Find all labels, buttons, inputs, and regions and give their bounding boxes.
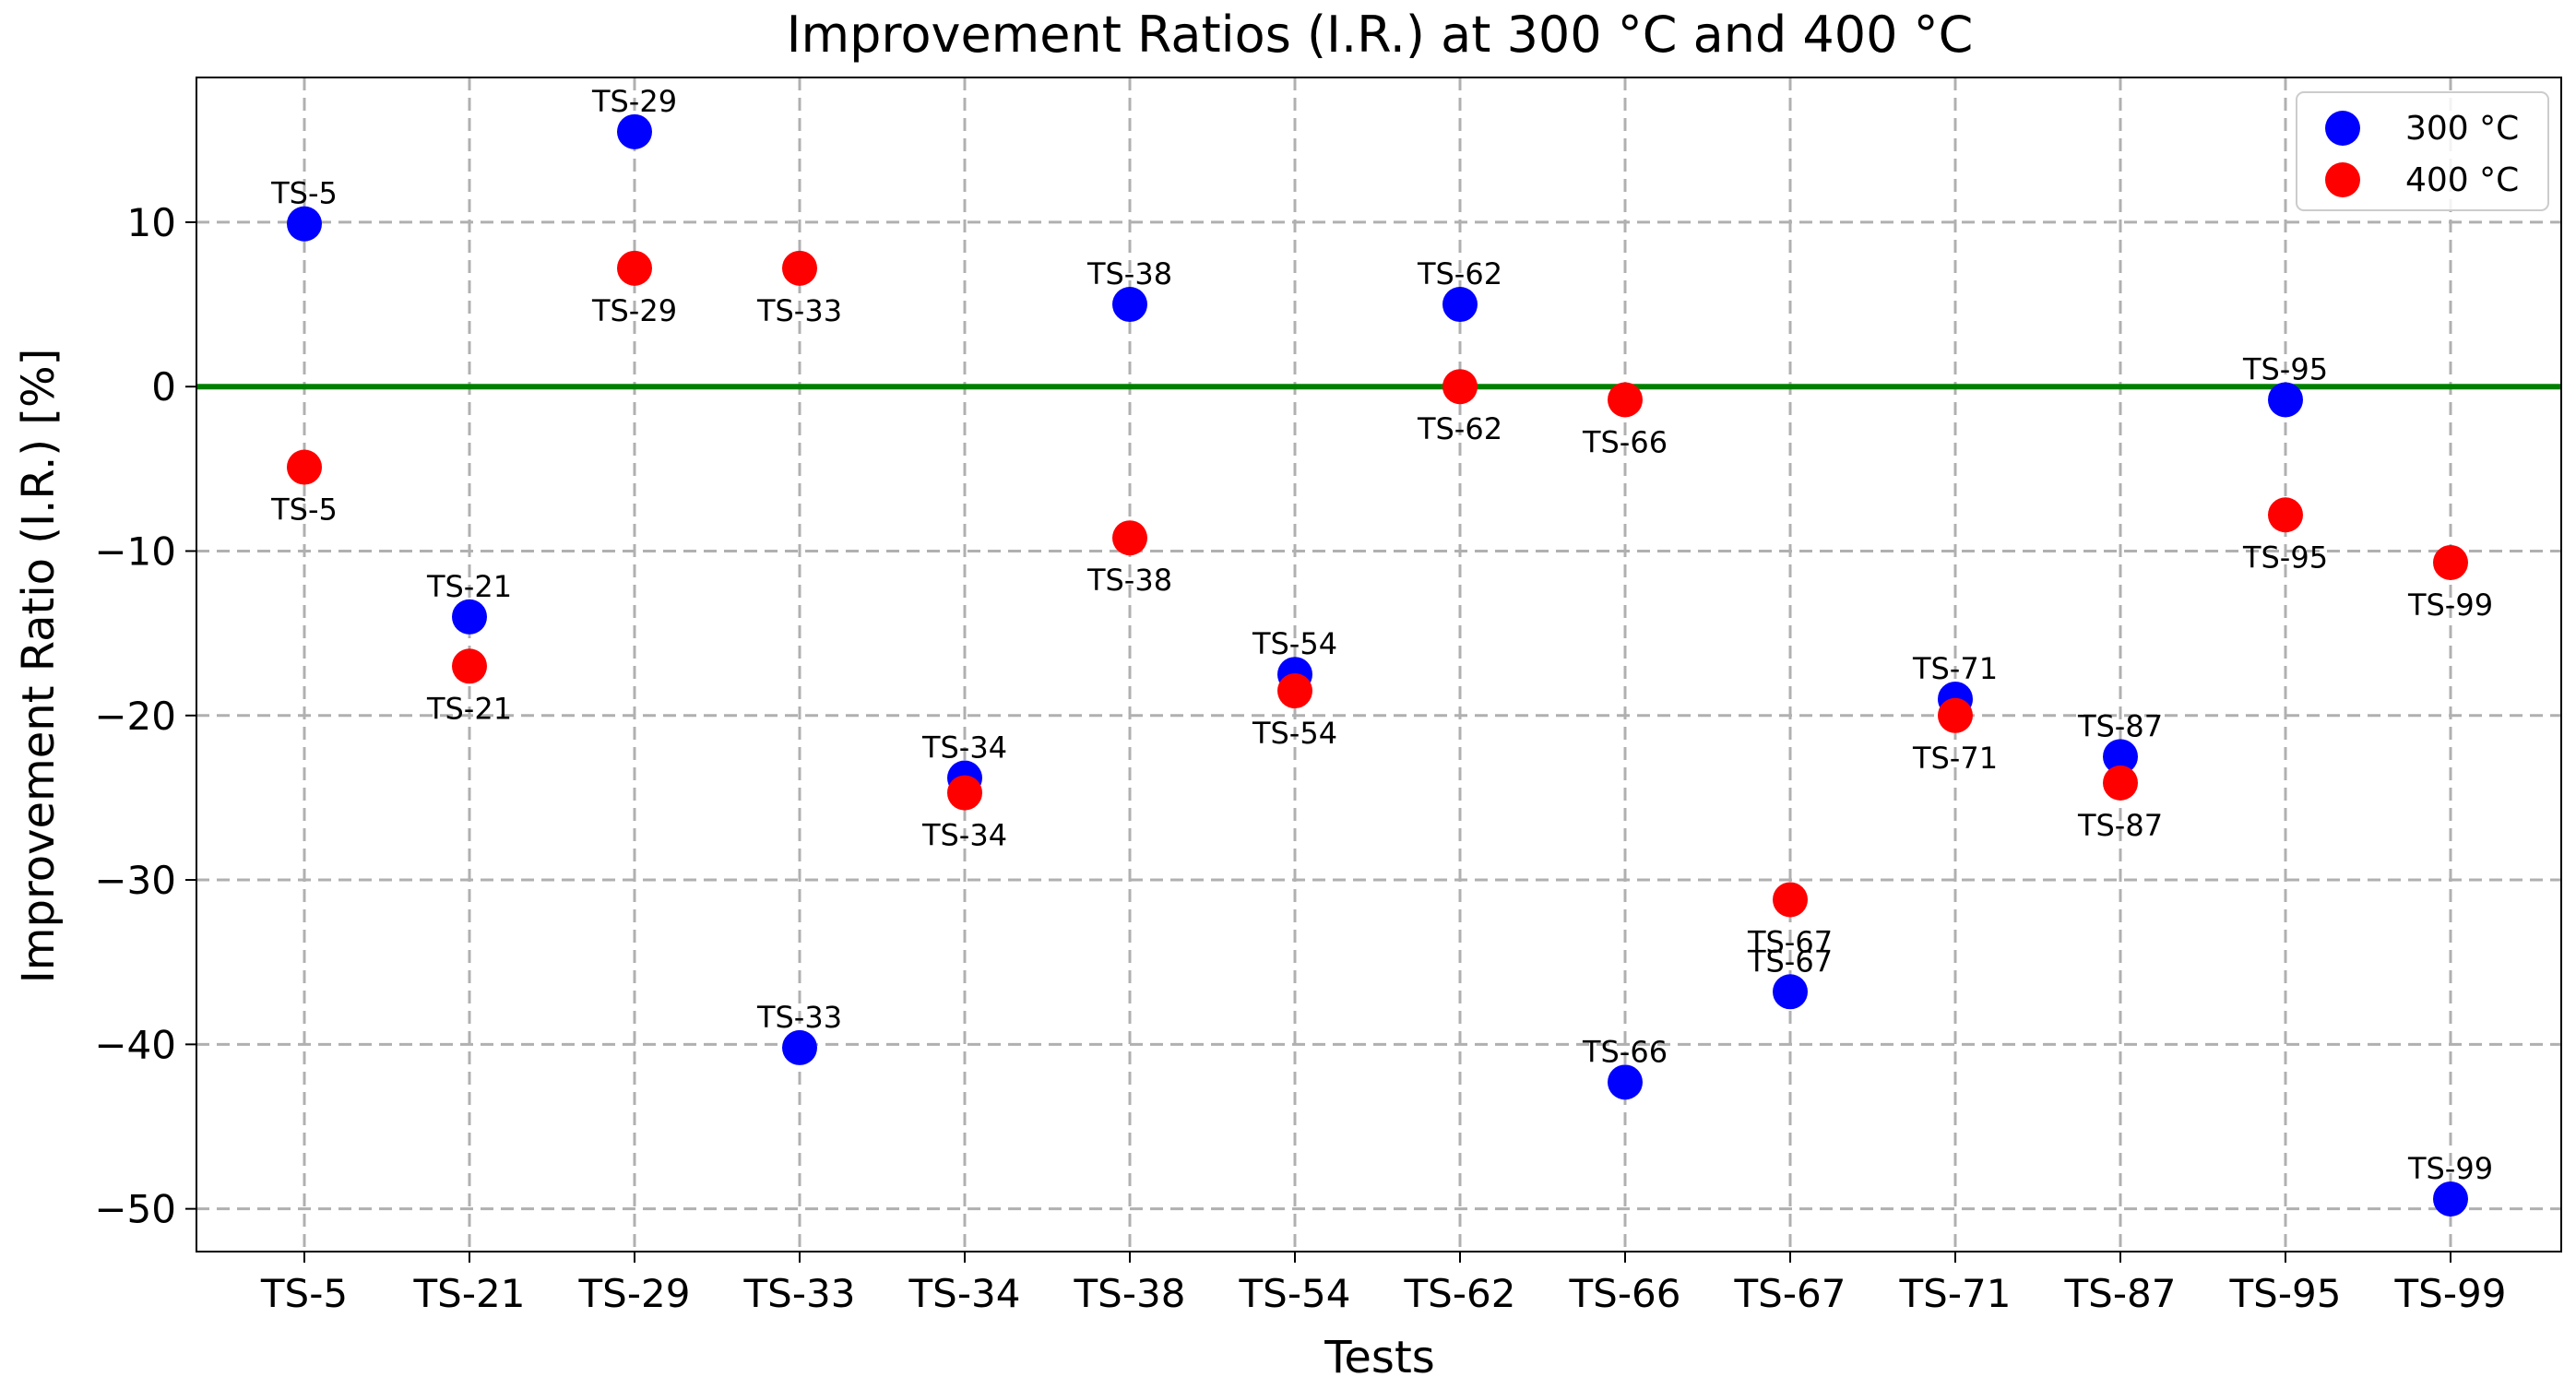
point-300-ts-99	[2433, 1181, 2468, 1217]
point-300-ts-87	[2103, 739, 2138, 775]
point-label-300-ts-87: TS-87	[2077, 708, 2163, 743]
point-label-300-ts-29: TS-29	[591, 84, 677, 119]
point-label-300-ts-54: TS-54	[1252, 626, 1337, 661]
point-400-ts-95	[2268, 497, 2303, 533]
point-label-300-ts-5: TS-5	[270, 176, 338, 211]
y-tick-label-3: −20	[94, 694, 176, 739]
x-tick-label-ts-5: TS-5	[260, 1271, 348, 1316]
point-400-ts-99	[2433, 544, 2468, 580]
point-label-400-ts-71: TS-71	[1912, 741, 1998, 776]
point-400-ts-33	[782, 250, 817, 286]
point-label-400-ts-87: TS-87	[2077, 808, 2163, 843]
point-label-300-ts-38: TS-38	[1086, 256, 1172, 291]
point-400-ts-29	[617, 250, 652, 286]
legend: 300 °C 400 °C	[2296, 91, 2549, 211]
x-tick-label-ts-71: TS-71	[1899, 1271, 2012, 1316]
point-300-ts-21	[452, 599, 487, 635]
plot-area-frame	[196, 77, 2562, 1252]
point-400-ts-62	[1442, 369, 1478, 405]
point-label-400-ts-5: TS-5	[270, 493, 338, 528]
point-labels: TS-5 TS-21 TS-29 TS-33 TS-34 TS-38 TS-54 TS-62 T…	[270, 84, 2493, 1186]
y-axis-label: Improvement Ratio (I.R.) [%]	[13, 349, 65, 984]
y-tick-label-2: −10	[94, 528, 176, 574]
point-300-ts-66	[1608, 1064, 1643, 1100]
x-tick-label-ts-21: TS-21	[413, 1271, 526, 1316]
point-400-ts-5	[287, 449, 322, 485]
point-label-400-ts-34: TS-34	[921, 818, 1007, 853]
x-tick-label-ts-33: TS-33	[743, 1271, 856, 1316]
point-label-300-ts-99: TS-99	[2407, 1151, 2493, 1186]
x-axis-label: Tests	[1324, 1332, 1435, 1383]
point-label-300-ts-62: TS-62	[1417, 256, 1502, 291]
x-tick-label-ts-34: TS-34	[908, 1271, 1021, 1316]
point-label-400-ts-54: TS-54	[1252, 716, 1337, 751]
point-label-300-ts-67: TS-67	[1747, 944, 1833, 979]
point-300-ts-62	[1442, 287, 1478, 323]
point-300-ts-38	[1112, 287, 1147, 323]
point-label-300-ts-33: TS-33	[756, 1000, 842, 1035]
x-tick-label-ts-87: TS-87	[2064, 1271, 2177, 1316]
point-300-ts-95	[2268, 382, 2303, 418]
y-tick-label-4: −30	[94, 858, 176, 903]
point-400-ts-66	[1608, 382, 1643, 418]
x-tick-label-ts-29: TS-29	[578, 1271, 691, 1316]
point-400-ts-67	[1773, 882, 1808, 918]
point-label-400-ts-21: TS-21	[426, 691, 512, 726]
point-300-ts-67	[1773, 974, 1808, 1010]
legend-marker-300	[2325, 111, 2360, 146]
grid-lines	[196, 77, 2561, 1252]
legend-marker-400	[2325, 162, 2360, 197]
x-tick-label-ts-95: TS-95	[2229, 1271, 2342, 1316]
x-tick-label-ts-66: TS-66	[1569, 1271, 1681, 1316]
point-label-300-ts-21: TS-21	[426, 569, 512, 604]
x-tick-label-ts-67: TS-67	[1734, 1271, 1846, 1316]
point-label-400-ts-38: TS-38	[1086, 563, 1172, 598]
point-label-400-ts-62: TS-62	[1417, 411, 1502, 446]
x-tick-label-ts-38: TS-38	[1074, 1271, 1186, 1316]
point-label-300-ts-34: TS-34	[921, 730, 1007, 766]
point-400-ts-38	[1112, 520, 1147, 556]
x-axis-ticks: TS-5 TS-21 TS-29 TS-33 TS-34 TS-38 TS-54 TS-62 T…	[260, 1252, 2507, 1316]
point-label-300-ts-71: TS-71	[1912, 651, 1998, 686]
legend-label-300: 300 °C	[2405, 110, 2519, 148]
point-label-300-ts-66: TS-66	[1582, 1034, 1668, 1069]
y-axis-ticks: 10 0 −10 −20 −30 −40 −50	[94, 200, 196, 1232]
x-tick-label-ts-99: TS-99	[2394, 1271, 2507, 1316]
point-300-ts-29	[617, 113, 652, 149]
data-points	[287, 113, 2468, 1217]
legend-label-400: 400 °C	[2405, 161, 2519, 199]
y-tick-label-5: −40	[94, 1022, 176, 1067]
y-tick-label-1: 0	[151, 364, 176, 410]
point-300-ts-33	[782, 1029, 817, 1065]
chart-title: Improvement Ratios (I.R.) at 300 °C and …	[787, 6, 1974, 64]
x-tick-label-ts-62: TS-62	[1404, 1271, 1516, 1316]
point-label-300-ts-95: TS-95	[2242, 351, 2328, 386]
point-label-400-ts-29: TS-29	[591, 293, 677, 328]
point-400-ts-71	[1938, 697, 1973, 733]
point-label-400-ts-66: TS-66	[1582, 424, 1668, 459]
point-400-ts-54	[1277, 673, 1312, 709]
y-tick-label-6: −50	[94, 1187, 176, 1232]
x-tick-label-ts-54: TS-54	[1239, 1271, 1351, 1316]
point-300-ts-5	[287, 206, 322, 242]
y-tick-label-0: 10	[127, 200, 176, 245]
point-400-ts-34	[947, 775, 982, 811]
point-label-400-ts-99: TS-99	[2407, 588, 2493, 623]
point-label-400-ts-67: TS-67	[1747, 924, 1833, 959]
point-400-ts-21	[452, 648, 487, 684]
point-label-400-ts-95: TS-95	[2242, 540, 2328, 575]
point-400-ts-87	[2103, 765, 2138, 801]
point-label-400-ts-33: TS-33	[756, 293, 842, 328]
